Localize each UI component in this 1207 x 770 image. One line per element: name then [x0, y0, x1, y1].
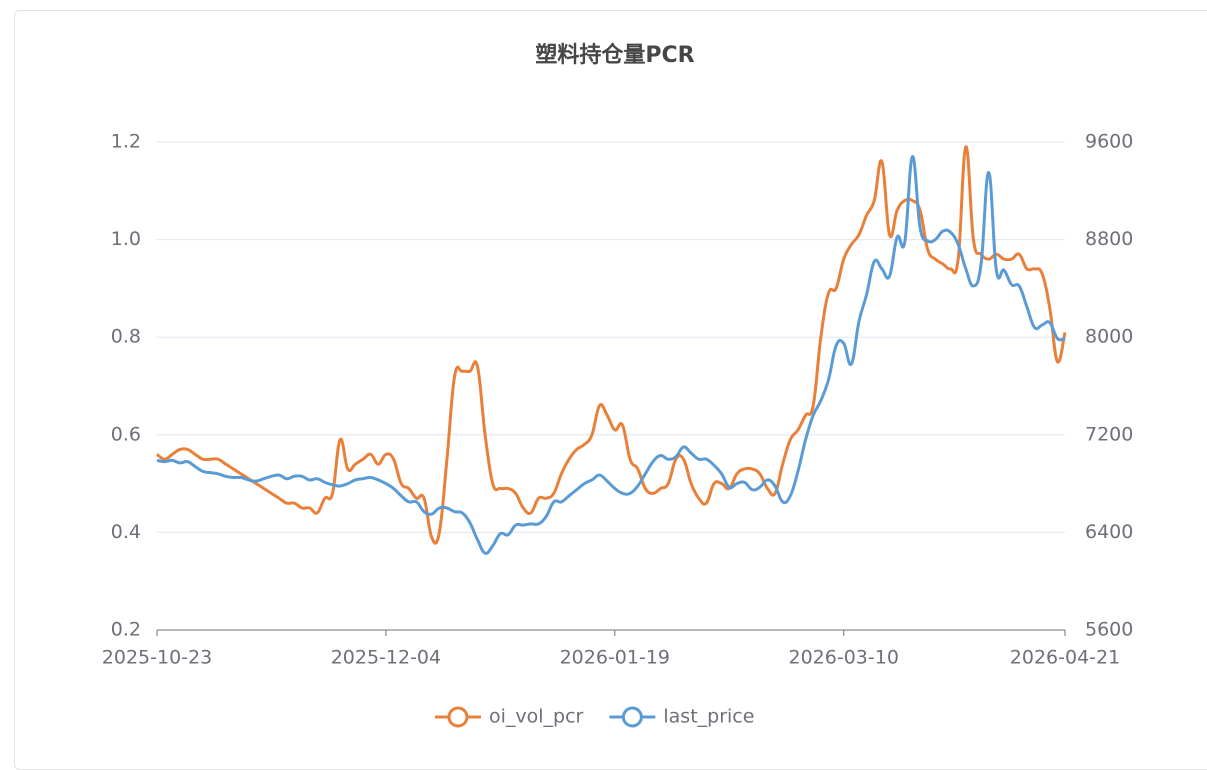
x-tick-label: 2026-03-10	[789, 647, 899, 669]
series-line	[156, 155, 1066, 555]
x-tick-label: 2025-10-23	[102, 647, 212, 669]
y2-tick-label: 6400	[1085, 521, 1133, 543]
legend-label: last_price	[663, 706, 754, 728]
y-tick-label: 0.6	[111, 423, 141, 445]
legend-icon-circle	[621, 706, 643, 728]
y2-tick-label: 9600	[1085, 131, 1133, 153]
y-tick-label: 0.8	[111, 326, 141, 348]
y-tick-label: 1.0	[111, 228, 141, 250]
x-tick-label: 2026-04-21	[1010, 647, 1120, 669]
legend-label: oi_vol_pcr	[489, 706, 584, 728]
x-tick-label: 2026-01-19	[560, 647, 670, 669]
y2-tick-label: 7200	[1085, 423, 1133, 445]
y2-tick-label: 8000	[1085, 326, 1133, 348]
y2-tick-label: 5600	[1085, 619, 1133, 641]
x-tick-label: 2025-12-04	[331, 647, 441, 669]
legend-icon-circle	[447, 706, 469, 728]
chart-title: 塑料持仓量PCR	[535, 42, 694, 68]
y2-tick-label: 8800	[1085, 228, 1133, 250]
y-tick-label: 1.2	[111, 131, 141, 153]
y-tick-label: 0.2	[111, 619, 141, 641]
y-tick-label: 0.4	[111, 521, 141, 543]
